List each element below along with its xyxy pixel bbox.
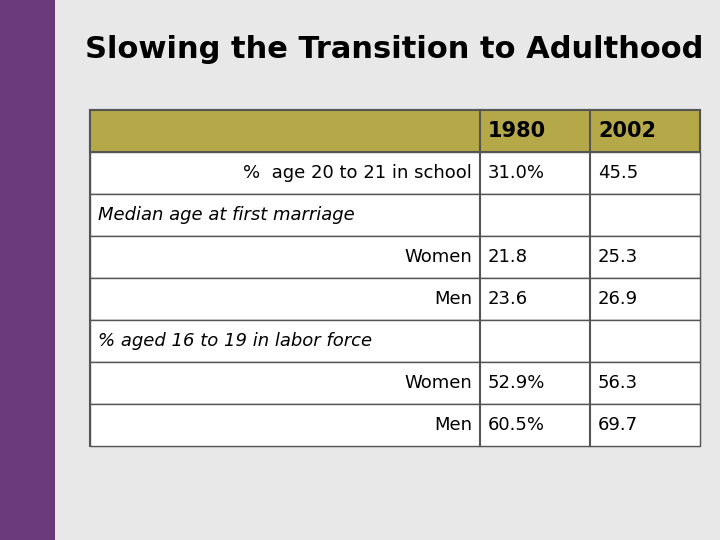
Text: 52.9%: 52.9% — [488, 374, 545, 392]
Bar — [90, 110, 700, 152]
Text: 21.8: 21.8 — [488, 248, 528, 266]
Text: Median age at first marriage: Median age at first marriage — [98, 206, 355, 224]
Text: %  age 20 to 21 in school: % age 20 to 21 in school — [243, 164, 472, 182]
Bar — [90, 236, 700, 278]
Text: 26.9: 26.9 — [598, 290, 638, 308]
Bar — [90, 320, 700, 362]
Text: Men: Men — [434, 290, 472, 308]
Bar — [90, 362, 700, 404]
Text: 60.5%: 60.5% — [488, 416, 545, 434]
Text: Women: Women — [404, 374, 472, 392]
Text: 69.7: 69.7 — [598, 416, 638, 434]
Text: 23.6: 23.6 — [488, 290, 528, 308]
Bar — [90, 110, 700, 446]
Text: 31.0%: 31.0% — [488, 164, 545, 182]
Bar — [90, 278, 700, 320]
Text: 1980: 1980 — [488, 121, 546, 141]
Bar — [90, 404, 700, 446]
Text: % aged 16 to 19 in labor force: % aged 16 to 19 in labor force — [98, 332, 372, 350]
Bar — [0, 0, 55, 540]
Text: 56.3: 56.3 — [598, 374, 638, 392]
Text: 45.5: 45.5 — [598, 164, 638, 182]
Text: 25.3: 25.3 — [598, 248, 638, 266]
Text: Men: Men — [434, 416, 472, 434]
Text: Slowing the Transition to Adulthood: Slowing the Transition to Adulthood — [85, 36, 703, 64]
Bar — [90, 152, 700, 194]
Bar — [90, 194, 700, 236]
Text: 2002: 2002 — [598, 121, 656, 141]
Text: Women: Women — [404, 248, 472, 266]
